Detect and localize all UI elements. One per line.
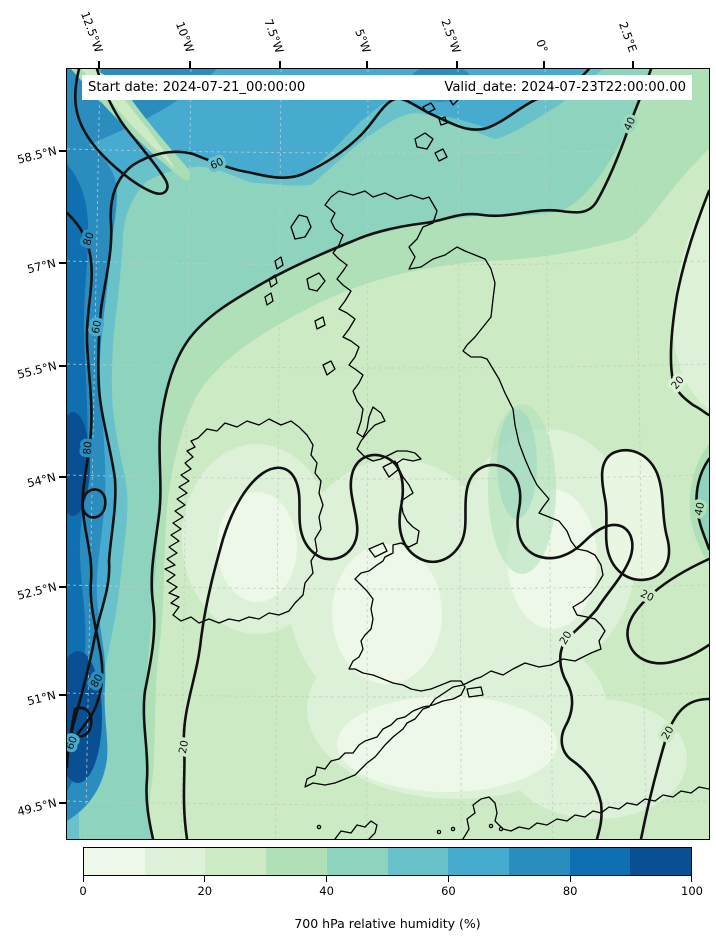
lat-tick-label: 52.5°N <box>15 579 58 603</box>
lat-tick-label: 51°N <box>26 687 58 708</box>
lon-tick-label: 5°W <box>352 26 374 55</box>
lon-tick-label: 2.5°W <box>438 16 464 55</box>
contour-80-loop <box>80 488 107 519</box>
lat-tick <box>59 150 66 152</box>
contour-label-40: 40 <box>693 501 708 517</box>
colorbar-tick-label: 0 <box>79 884 87 898</box>
colorbar-cell <box>508 848 570 875</box>
contour-60-main <box>67 69 591 769</box>
lon-tick-label: 7.5°W <box>261 16 287 55</box>
colorbar-gradient <box>83 847 692 876</box>
lat-tick-label: 55.5°N <box>15 358 58 382</box>
coastline-france <box>462 786 709 839</box>
coastline-brittany <box>334 820 378 839</box>
lon-tick <box>98 61 100 68</box>
start-date-label: Start date: 2024-07-21_00:00:00 <box>88 80 306 95</box>
lat-tick <box>59 802 66 804</box>
contour-20-main <box>182 453 634 839</box>
contour-20-east <box>626 557 709 665</box>
colorbar-cell <box>387 848 449 875</box>
colorbar-tick-label: 100 <box>681 884 703 898</box>
coastline-islands <box>264 88 504 835</box>
lon-tick <box>189 61 191 68</box>
colorbar-tick <box>83 876 85 882</box>
lat-tick <box>59 586 66 588</box>
colorbar-tick <box>204 876 206 882</box>
colorbar-cell <box>84 848 145 875</box>
contour-40-right-edge <box>695 457 709 551</box>
contour-80-loop-south <box>69 706 93 738</box>
lat-tick-label: 58.5°N <box>15 143 58 167</box>
colorbar-tick <box>447 876 450 882</box>
colorbar-tick-label: 20 <box>197 884 213 898</box>
colorbar-tick <box>690 876 692 882</box>
colorbar-tick <box>325 876 328 882</box>
contour-label-60: 60 <box>90 319 104 334</box>
lon-tick <box>279 61 281 68</box>
lon-tick-label: 0° <box>532 37 551 55</box>
colorbar-cell <box>266 848 327 875</box>
graticule-gridlines <box>67 69 709 839</box>
lat-tick-label: 49.5°N <box>15 795 58 819</box>
colorbar-cell <box>205 848 267 875</box>
coastline-layer <box>164 88 709 839</box>
contour-60-hairpin <box>73 69 169 195</box>
lon-tick <box>456 61 458 68</box>
lat-tick-label: 57°N <box>26 255 58 276</box>
contour-20-southeast <box>639 697 709 839</box>
colorbar-tick <box>569 876 571 882</box>
contour-label-20: 20 <box>177 739 191 754</box>
colorbar: 0 20 40 60 80 100 <box>79 847 703 898</box>
colorbar-tick-label: 80 <box>562 884 578 898</box>
lat-tick <box>59 262 66 264</box>
lon-tick-label: 10°W <box>172 19 197 55</box>
contour-label-80: 80 <box>81 441 94 455</box>
lat-tick <box>59 476 66 478</box>
colorbar-cell <box>630 848 692 875</box>
lon-tick-label: 2.5°E <box>615 20 640 55</box>
contour-20-northeast <box>669 189 709 417</box>
lon-tick <box>366 61 368 68</box>
lon-tick <box>632 61 634 68</box>
filled-contour-layer <box>67 69 709 839</box>
coastline-ireland <box>164 418 324 624</box>
lat-tick <box>59 694 66 696</box>
lon-tick-label: 12.5°W <box>77 9 106 55</box>
map-panel: 60 40 60 80 80 80 60 20 20 20 20 20 40 <box>66 68 710 840</box>
lon-tick <box>543 61 545 68</box>
coastline-great-britain <box>304 190 606 788</box>
contour-line-layer <box>67 69 709 839</box>
colorbar-cell <box>326 848 388 875</box>
colorbar-tick-label: 60 <box>441 884 456 898</box>
contour-20-northsea-loop <box>600 448 671 582</box>
colorbar-tick-label: 40 <box>319 884 334 898</box>
lat-tick-label: 54°N <box>26 469 58 490</box>
lat-tick <box>59 365 66 367</box>
map-header-strip: Start date: 2024-07-21_00:00:00 Valid_da… <box>82 75 692 100</box>
contour-40-main <box>142 69 653 839</box>
colorbar-caption: 700 hPa relative humidity (%) <box>294 916 481 931</box>
valid-date-label: Valid_date: 2024-07-23T22:00:00.00 <box>444 80 686 95</box>
colorbar-cell <box>569 848 631 875</box>
colorbar-cell <box>144 848 206 875</box>
colorbar-cell <box>448 848 509 875</box>
